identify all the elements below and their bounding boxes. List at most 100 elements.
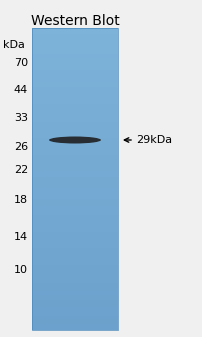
Bar	[32, 158, 117, 159]
Bar	[32, 88, 117, 90]
Bar	[32, 268, 117, 270]
Text: 18: 18	[14, 195, 28, 205]
Bar	[32, 300, 117, 301]
Bar	[32, 58, 117, 60]
Bar	[32, 203, 117, 205]
Bar	[32, 214, 117, 215]
Bar	[32, 168, 117, 170]
Bar	[32, 319, 117, 321]
Bar	[32, 84, 117, 85]
Bar	[32, 239, 117, 241]
Bar	[32, 282, 117, 283]
Bar	[32, 173, 117, 175]
Bar	[32, 280, 117, 282]
Bar	[32, 150, 117, 152]
Bar	[32, 116, 117, 117]
Bar	[32, 259, 117, 261]
Bar	[32, 79, 117, 81]
Bar	[32, 250, 117, 251]
Bar	[32, 176, 117, 178]
Bar	[32, 91, 117, 93]
Bar	[32, 205, 117, 206]
Bar	[32, 292, 117, 294]
Bar	[32, 100, 117, 102]
Bar	[32, 221, 117, 223]
Bar	[32, 141, 117, 143]
Bar	[32, 52, 117, 54]
Bar	[32, 197, 117, 198]
Bar	[32, 167, 117, 168]
Bar	[32, 211, 117, 212]
Bar	[32, 138, 117, 140]
Bar	[32, 194, 117, 195]
Bar	[32, 265, 117, 267]
Bar	[32, 303, 117, 304]
Bar	[32, 73, 117, 75]
Bar	[32, 187, 117, 188]
Bar	[32, 184, 117, 185]
Bar	[32, 301, 117, 303]
Bar	[32, 35, 117, 37]
Bar	[32, 304, 117, 306]
Bar	[32, 165, 117, 167]
Bar	[32, 295, 117, 297]
Bar	[32, 99, 117, 100]
Bar	[32, 208, 117, 209]
Bar	[32, 312, 117, 313]
Bar	[32, 170, 117, 172]
Bar	[32, 188, 117, 190]
Bar	[32, 215, 117, 217]
Bar	[32, 178, 117, 179]
Bar	[32, 274, 117, 276]
Bar	[32, 276, 117, 277]
Bar	[32, 212, 117, 214]
Bar	[32, 76, 117, 78]
Bar	[32, 200, 117, 202]
Bar	[32, 119, 117, 120]
Bar	[32, 226, 117, 227]
Text: Western Blot: Western Blot	[31, 14, 119, 28]
Bar	[32, 40, 117, 41]
Bar	[32, 57, 117, 58]
Ellipse shape	[49, 136, 101, 144]
Bar	[32, 253, 117, 254]
Bar	[32, 97, 117, 99]
Bar	[32, 251, 117, 253]
Bar	[32, 120, 117, 122]
Bar	[32, 241, 117, 242]
Bar	[32, 224, 117, 226]
Bar	[32, 172, 117, 173]
Bar	[32, 64, 117, 66]
Bar	[32, 149, 117, 150]
Bar	[32, 111, 117, 113]
Bar	[32, 28, 117, 30]
Bar	[32, 44, 117, 46]
Bar	[32, 153, 117, 155]
Bar	[32, 182, 117, 184]
Bar	[32, 191, 117, 192]
Text: 70: 70	[14, 58, 28, 68]
Bar	[32, 245, 117, 247]
Bar	[32, 223, 117, 224]
Bar	[32, 273, 117, 274]
Bar	[32, 271, 117, 273]
Bar	[32, 242, 117, 244]
Bar	[32, 63, 117, 64]
Bar	[32, 70, 117, 72]
Bar	[32, 69, 117, 70]
Bar	[32, 33, 117, 34]
Bar	[32, 94, 117, 96]
Bar	[32, 218, 117, 220]
Bar	[32, 285, 117, 286]
Bar	[32, 105, 117, 106]
Bar	[32, 134, 117, 135]
Bar	[32, 286, 117, 288]
Bar	[32, 277, 117, 279]
Bar	[32, 288, 117, 289]
Bar	[32, 114, 117, 116]
Bar	[32, 321, 117, 323]
Bar	[32, 38, 117, 40]
Bar	[32, 131, 117, 132]
Bar	[32, 323, 117, 324]
Bar	[32, 283, 117, 285]
